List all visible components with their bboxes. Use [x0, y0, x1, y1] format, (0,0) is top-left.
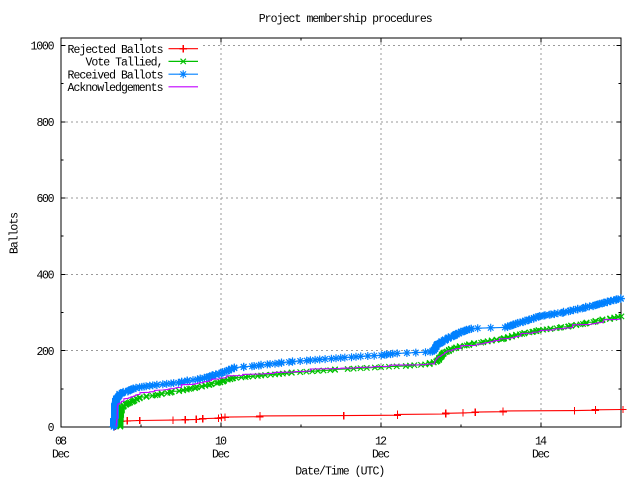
svg-text:Project membership procedures: Project membership procedures — [259, 13, 433, 26]
svg-text:Date/Time (UTC): Date/Time (UTC) — [295, 465, 385, 478]
svg-text:Acknowledgements: Acknowledgements — [68, 82, 164, 95]
svg-text:Dec: Dec — [52, 449, 70, 462]
svg-text:Rejected Ballots: Rejected Ballots — [68, 44, 164, 57]
svg-text:Received Ballots: Received Ballots — [68, 69, 164, 82]
svg-text:08: 08 — [55, 436, 67, 449]
svg-text:0: 0 — [48, 422, 55, 435]
svg-text:400: 400 — [37, 270, 55, 283]
svg-text:Dec: Dec — [532, 449, 550, 462]
svg-text:Ballots: Ballots — [9, 212, 22, 254]
svg-text:800: 800 — [37, 117, 55, 130]
svg-text:Dec: Dec — [372, 449, 390, 462]
svg-text:Dec: Dec — [212, 449, 230, 462]
svg-text:14: 14 — [535, 436, 547, 449]
svg-text:Vote Tallied,: Vote Tallied, — [86, 57, 164, 70]
svg-text:600: 600 — [37, 193, 55, 206]
svg-text:200: 200 — [37, 346, 55, 359]
svg-text:10: 10 — [215, 436, 227, 449]
svg-text:12: 12 — [375, 436, 387, 449]
svg-text:1000: 1000 — [31, 41, 55, 54]
